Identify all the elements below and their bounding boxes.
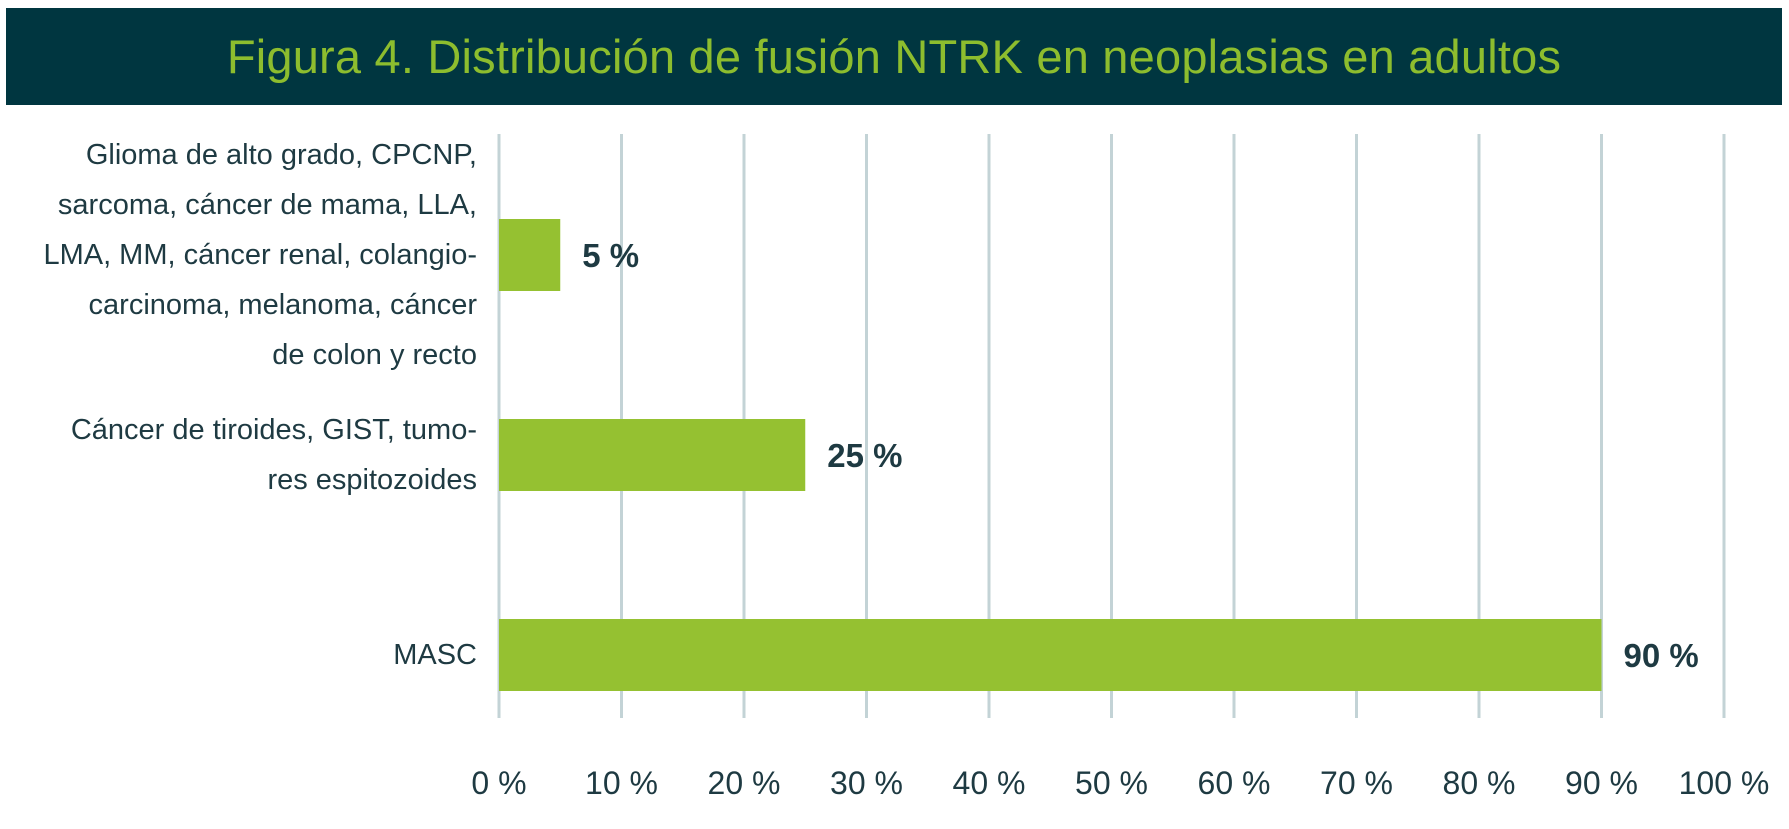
x-tick-label: 30 % bbox=[830, 765, 903, 801]
x-tick-label: 80 % bbox=[1443, 765, 1516, 801]
x-tick-label: 100 % bbox=[1679, 765, 1770, 801]
x-tick-label: 60 % bbox=[1198, 765, 1271, 801]
bar-value-label: 90 % bbox=[1624, 637, 1699, 674]
bar-value-label: 5 % bbox=[582, 237, 639, 274]
category-label-line: de colon y recto bbox=[272, 339, 477, 371]
x-tick-label: 40 % bbox=[953, 765, 1026, 801]
category-label-line: carcinoma, melanoma, cáncer bbox=[88, 289, 477, 321]
x-tick-label: 20 % bbox=[708, 765, 781, 801]
chart-title: Figura 4. Distribución de fusión NTRK en… bbox=[226, 30, 1562, 83]
category-label-line: res espitozoides bbox=[267, 464, 477, 496]
chart-title-bar: Figura 4. Distribución de fusión NTRK en… bbox=[6, 8, 1782, 105]
bar-value-label: 25 % bbox=[827, 437, 902, 474]
x-tick-label: 0 % bbox=[471, 765, 526, 801]
category-label-line: Cáncer de tiroides, GIST, tumo- bbox=[70, 414, 477, 446]
category-label: Cáncer de tiroides, GIST, tumo-res espit… bbox=[71, 405, 477, 505]
category-label: Glioma de alto grado, CPCNP, sarcoma, cán… bbox=[43, 130, 477, 380]
bar bbox=[499, 219, 561, 291]
x-tick-label: 50 % bbox=[1075, 765, 1148, 801]
x-tick-label: 70 % bbox=[1320, 765, 1393, 801]
category-label-line: LMA, MM, cáncer renal, colangio- bbox=[43, 239, 477, 271]
category-label-line: MASC bbox=[393, 639, 477, 671]
category-label-line: Glioma de alto grado, CPCNP, bbox=[85, 139, 477, 171]
bar bbox=[499, 419, 806, 491]
category-label-line: sarcoma, cáncer de mama, LLA, bbox=[57, 189, 477, 221]
x-tick-label: 10 % bbox=[585, 765, 658, 801]
bar bbox=[499, 619, 1602, 691]
category-label: MASC bbox=[393, 630, 477, 680]
x-tick-label: 90 % bbox=[1565, 765, 1638, 801]
